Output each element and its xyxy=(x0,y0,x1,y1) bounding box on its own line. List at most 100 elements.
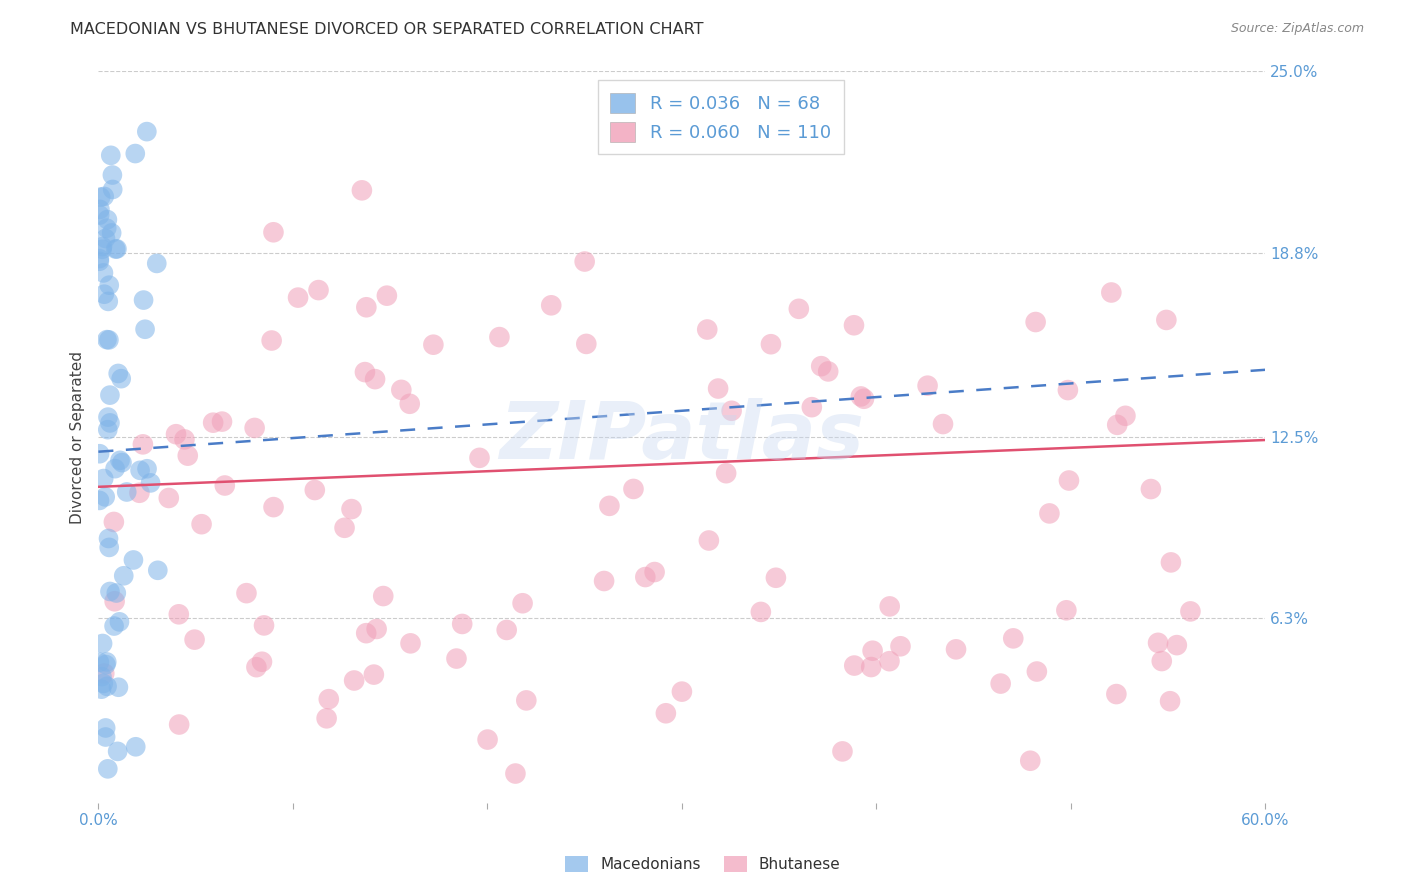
Text: ZIPatlas: ZIPatlas xyxy=(499,398,865,476)
Point xyxy=(128,485,150,500)
Point xyxy=(765,571,787,585)
Point xyxy=(598,499,620,513)
Point xyxy=(1140,482,1163,496)
Point xyxy=(97,294,120,309)
Point xyxy=(655,706,678,721)
Point xyxy=(862,644,884,658)
Point xyxy=(849,389,872,403)
Point xyxy=(90,190,112,204)
Point xyxy=(917,378,939,392)
Point xyxy=(146,256,169,270)
Point xyxy=(89,655,111,669)
Y-axis label: Divorced or Separated: Divorced or Separated xyxy=(69,351,84,524)
Point xyxy=(852,392,875,406)
Point xyxy=(105,242,128,256)
Point xyxy=(354,365,377,379)
Point xyxy=(100,148,122,162)
Point xyxy=(112,568,135,582)
Point xyxy=(1057,383,1080,397)
Point xyxy=(132,293,155,307)
Point xyxy=(89,493,111,508)
Point xyxy=(97,410,120,425)
Point xyxy=(356,300,378,314)
Point xyxy=(263,500,285,515)
Point xyxy=(945,642,967,657)
Point xyxy=(177,449,200,463)
Point xyxy=(505,766,527,780)
Point xyxy=(446,651,468,665)
Point xyxy=(132,437,155,451)
Point xyxy=(389,383,412,397)
Point xyxy=(167,717,190,731)
Point xyxy=(89,254,111,268)
Point xyxy=(1114,409,1136,423)
Point xyxy=(1160,555,1182,569)
Point xyxy=(1166,638,1188,652)
Legend: Macedonians, Bhutanese: Macedonians, Bhutanese xyxy=(558,848,848,880)
Point xyxy=(125,739,148,754)
Point xyxy=(1147,636,1170,650)
Point xyxy=(515,693,537,707)
Point xyxy=(93,666,115,681)
Text: Source: ZipAtlas.com: Source: ZipAtlas.com xyxy=(1230,22,1364,36)
Point xyxy=(696,322,718,336)
Point xyxy=(91,239,114,253)
Point xyxy=(800,400,823,414)
Point xyxy=(93,266,115,280)
Legend: R = 0.036   N = 68, R = 0.060   N = 110: R = 0.036 N = 68, R = 0.060 N = 110 xyxy=(598,80,844,154)
Point xyxy=(634,570,657,584)
Point xyxy=(235,586,257,600)
Point xyxy=(107,680,129,694)
Point xyxy=(304,483,326,497)
Point xyxy=(759,337,782,351)
Point xyxy=(468,450,491,465)
Point xyxy=(1107,417,1129,432)
Point xyxy=(1025,315,1047,329)
Point xyxy=(97,532,120,546)
Point xyxy=(108,453,131,467)
Point xyxy=(720,404,742,418)
Point xyxy=(495,623,517,637)
Point xyxy=(91,676,114,690)
Point xyxy=(671,684,693,698)
Point xyxy=(879,654,901,668)
Point xyxy=(94,657,117,672)
Point xyxy=(129,463,152,477)
Point xyxy=(96,221,118,235)
Point xyxy=(749,605,772,619)
Point xyxy=(333,521,356,535)
Point xyxy=(574,254,596,268)
Point xyxy=(91,636,114,650)
Point xyxy=(100,226,122,240)
Point xyxy=(354,626,377,640)
Point xyxy=(89,202,111,217)
Point xyxy=(787,301,810,316)
Point xyxy=(623,482,645,496)
Point xyxy=(94,231,117,245)
Point xyxy=(1025,665,1047,679)
Point xyxy=(990,676,1012,690)
Point xyxy=(97,762,120,776)
Point xyxy=(104,242,127,256)
Point xyxy=(879,599,901,614)
Point xyxy=(1099,285,1122,300)
Point xyxy=(101,182,124,196)
Point xyxy=(107,367,129,381)
Point xyxy=(202,416,225,430)
Point xyxy=(343,673,366,688)
Point xyxy=(399,636,422,650)
Point xyxy=(644,565,666,579)
Point xyxy=(364,372,387,386)
Point xyxy=(183,632,205,647)
Point xyxy=(707,382,730,396)
Point xyxy=(366,622,388,636)
Point xyxy=(98,584,121,599)
Point xyxy=(243,421,266,435)
Point xyxy=(93,471,115,485)
Point xyxy=(134,322,156,336)
Point xyxy=(1180,604,1202,618)
Point xyxy=(103,619,125,633)
Point xyxy=(97,333,120,347)
Point xyxy=(124,146,146,161)
Point xyxy=(422,337,444,351)
